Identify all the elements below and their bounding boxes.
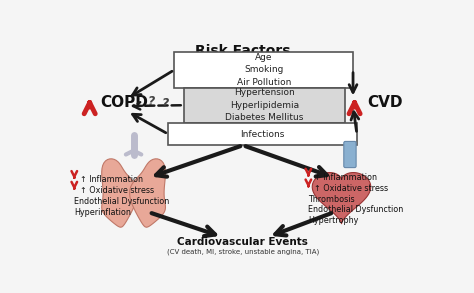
Text: Hypertension
Hyperlipidemia
Diabetes Mellitus: Hypertension Hyperlipidemia Diabetes Mel… [225, 88, 304, 122]
Text: Hyperinflation: Hyperinflation [74, 208, 131, 217]
Polygon shape [129, 159, 165, 227]
Text: ↑ Inflammation: ↑ Inflammation [314, 173, 377, 182]
Text: CVD: CVD [367, 95, 402, 110]
FancyBboxPatch shape [344, 142, 356, 168]
Text: Age
Smoking
Air Pollution: Age Smoking Air Pollution [237, 53, 291, 87]
Text: Thrombosis: Thrombosis [309, 195, 355, 204]
FancyBboxPatch shape [174, 52, 353, 88]
Polygon shape [102, 159, 137, 227]
FancyBboxPatch shape [183, 88, 346, 123]
Text: ↑ Inflammation: ↑ Inflammation [80, 176, 143, 184]
Polygon shape [312, 173, 371, 224]
Text: Endothelial Dysfunction: Endothelial Dysfunction [309, 205, 404, 214]
Text: Risk Factors: Risk Factors [195, 45, 291, 58]
Text: Infections: Infections [240, 130, 285, 139]
Text: ?: ? [148, 95, 155, 108]
Text: COPD: COPD [100, 95, 148, 110]
Text: (CV death, MI, stroke, unstable angina, TIA): (CV death, MI, stroke, unstable angina, … [167, 248, 319, 255]
FancyBboxPatch shape [168, 123, 357, 145]
Text: ?: ? [162, 97, 169, 110]
Text: Endothelial Dysfunction: Endothelial Dysfunction [74, 197, 170, 206]
Text: Hypertrophy: Hypertrophy [309, 216, 359, 225]
Text: ↑ Oxidative stress: ↑ Oxidative stress [80, 186, 154, 195]
Text: ↑ Oxidative stress: ↑ Oxidative stress [314, 184, 388, 193]
Text: Cardiovascular Events: Cardiovascular Events [177, 236, 309, 246]
